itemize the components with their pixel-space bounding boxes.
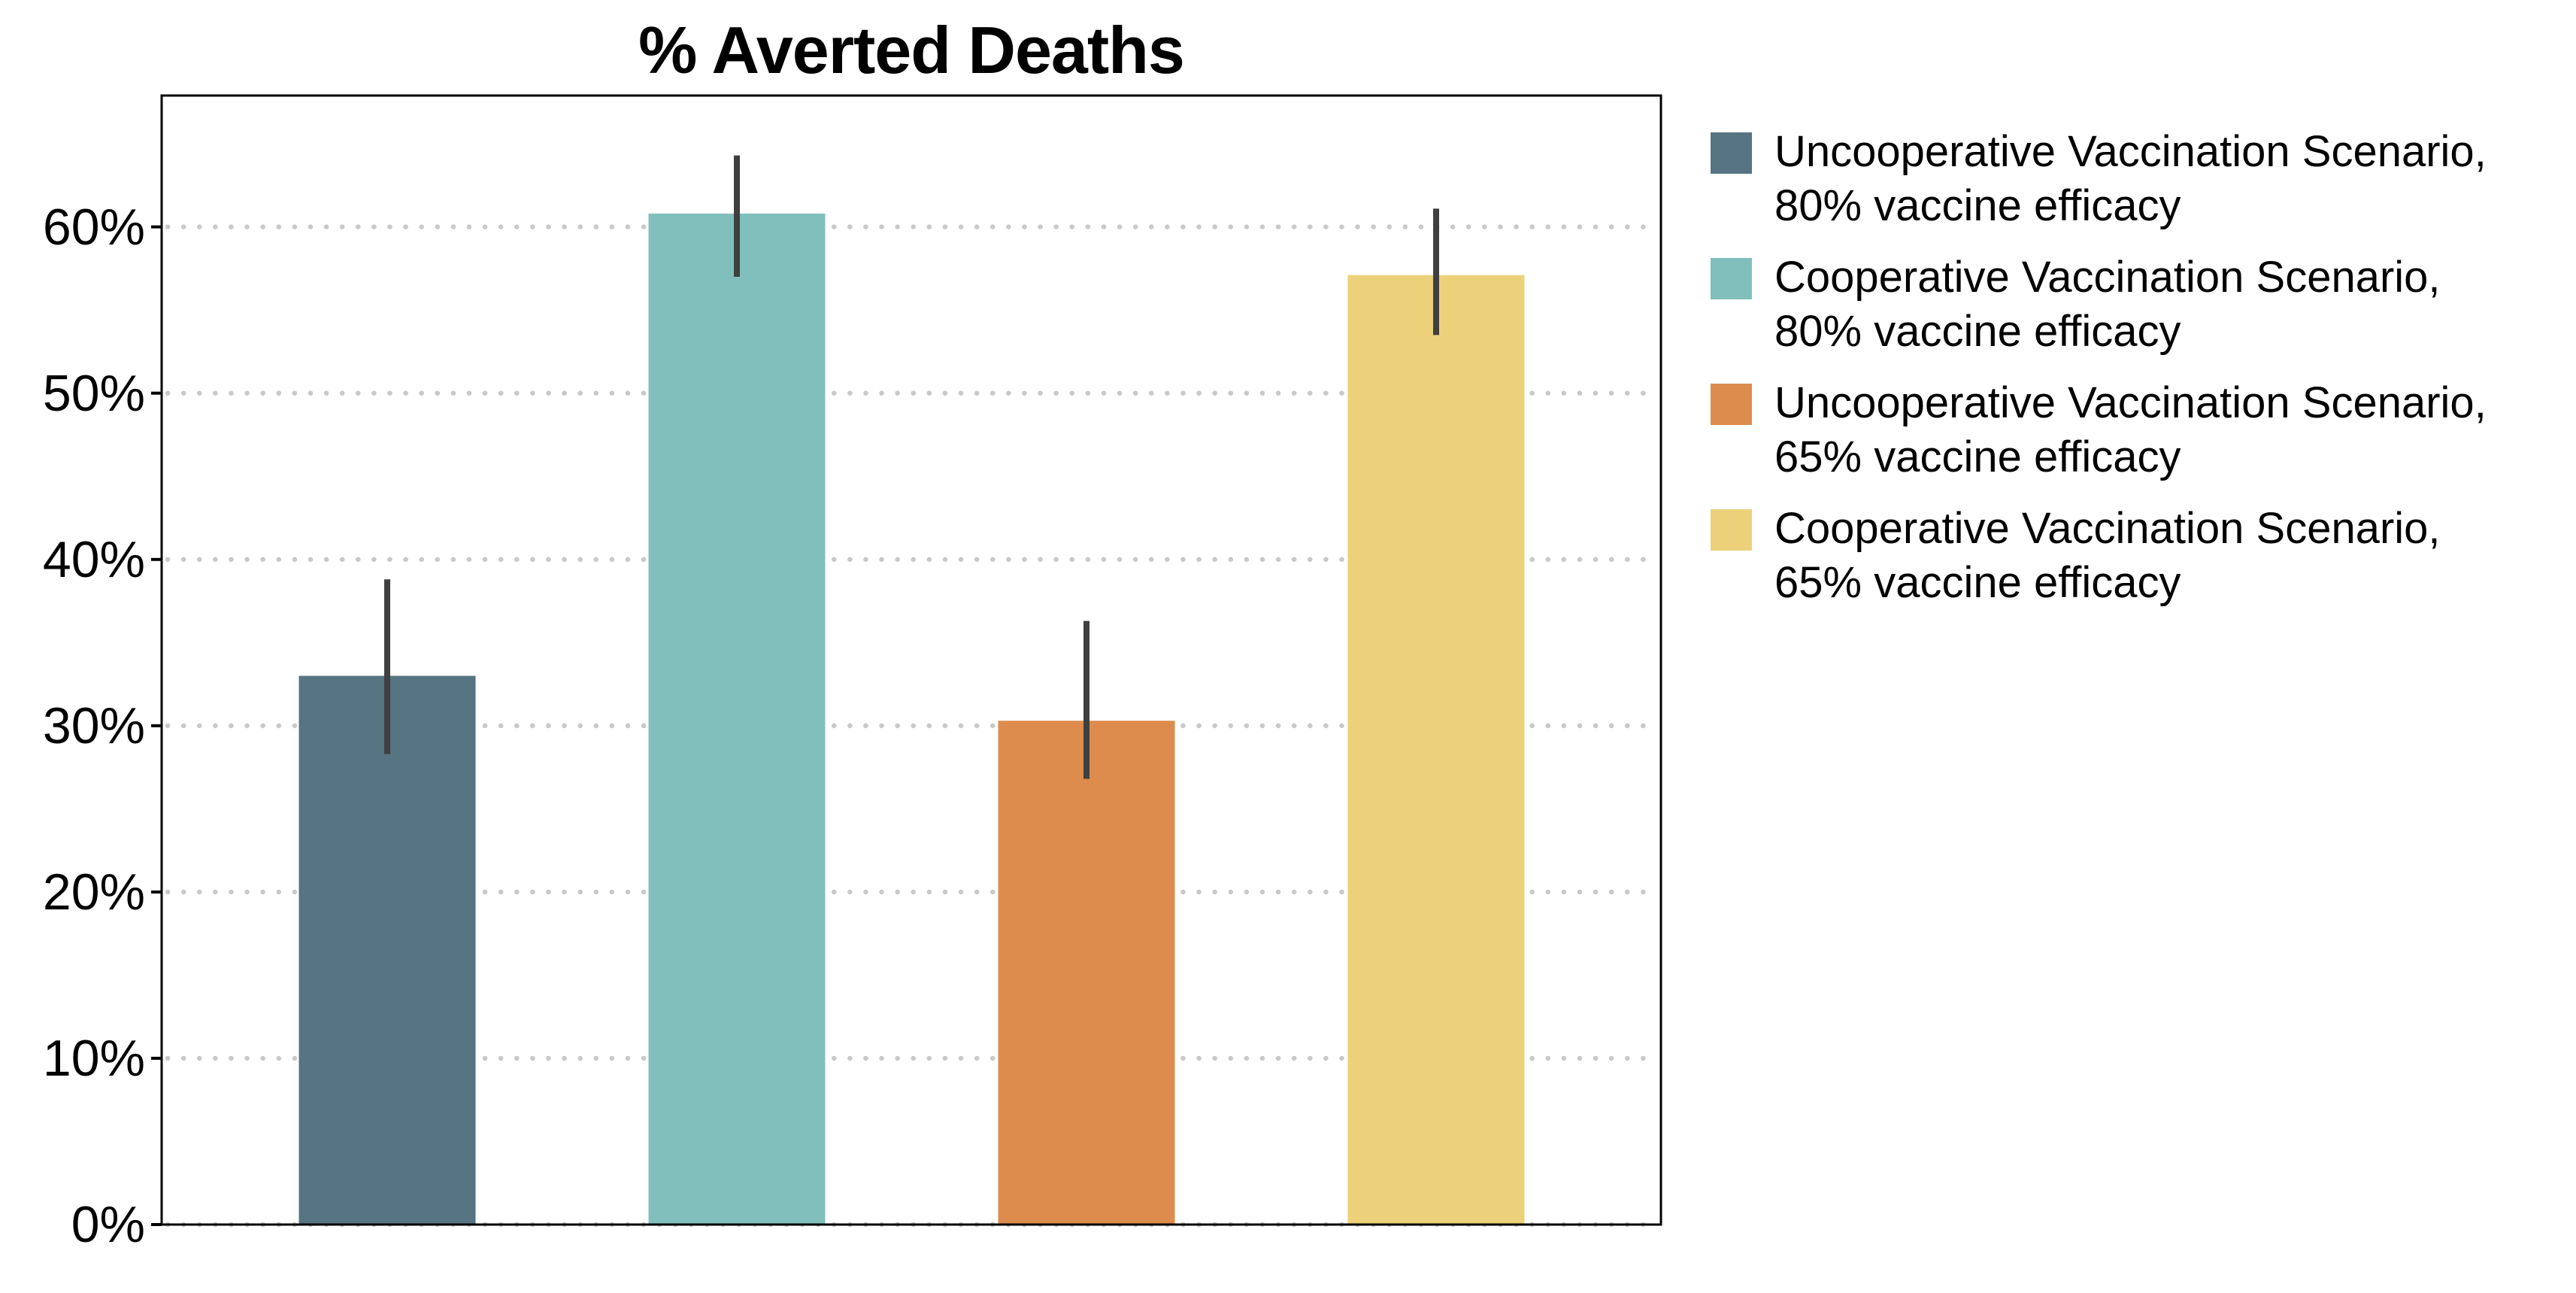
chart-title: % Averted Deaths <box>638 13 1185 87</box>
y-tick-label: 50% <box>42 364 145 422</box>
y-tick-label: 20% <box>42 863 145 921</box>
legend-item: Cooperative Vaccination Scenario, 80% vac… <box>1711 250 2575 359</box>
y-tick-label: 0% <box>71 1196 145 1253</box>
legend-swatch <box>1711 384 1752 425</box>
plot-border <box>160 94 1662 1226</box>
y-tick-label: 40% <box>42 530 145 588</box>
legend-item: Uncooperative Vaccination Scenario, 80% v… <box>1711 125 2575 233</box>
legend-item: Cooperative Vaccination Scenario, 65% vac… <box>1711 502 2575 610</box>
bar <box>998 721 1175 1225</box>
legend-label: Uncooperative Vaccination Scenario, 80% v… <box>1774 127 2487 230</box>
y-tick-label: 60% <box>42 198 145 256</box>
bar <box>299 675 476 1225</box>
legend-label: Cooperative Vaccination Scenario, 65% vac… <box>1774 504 2441 607</box>
legend-label: Uncooperative Vaccination Scenario, 65% v… <box>1774 378 2487 481</box>
y-tick-label: 10% <box>42 1029 145 1087</box>
y-tick-label: 30% <box>42 697 145 754</box>
legend-item: Uncooperative Vaccination Scenario, 65% v… <box>1711 376 2575 484</box>
legend-label: Cooperative Vaccination Scenario, 80% vac… <box>1774 253 2441 356</box>
legend: Uncooperative Vaccination Scenario, 80% v… <box>1711 125 2575 627</box>
legend-swatch <box>1711 132 1752 174</box>
legend-swatch <box>1711 258 1752 299</box>
legend-swatch <box>1711 509 1752 551</box>
bar <box>648 213 826 1225</box>
bar <box>1347 275 1525 1225</box>
